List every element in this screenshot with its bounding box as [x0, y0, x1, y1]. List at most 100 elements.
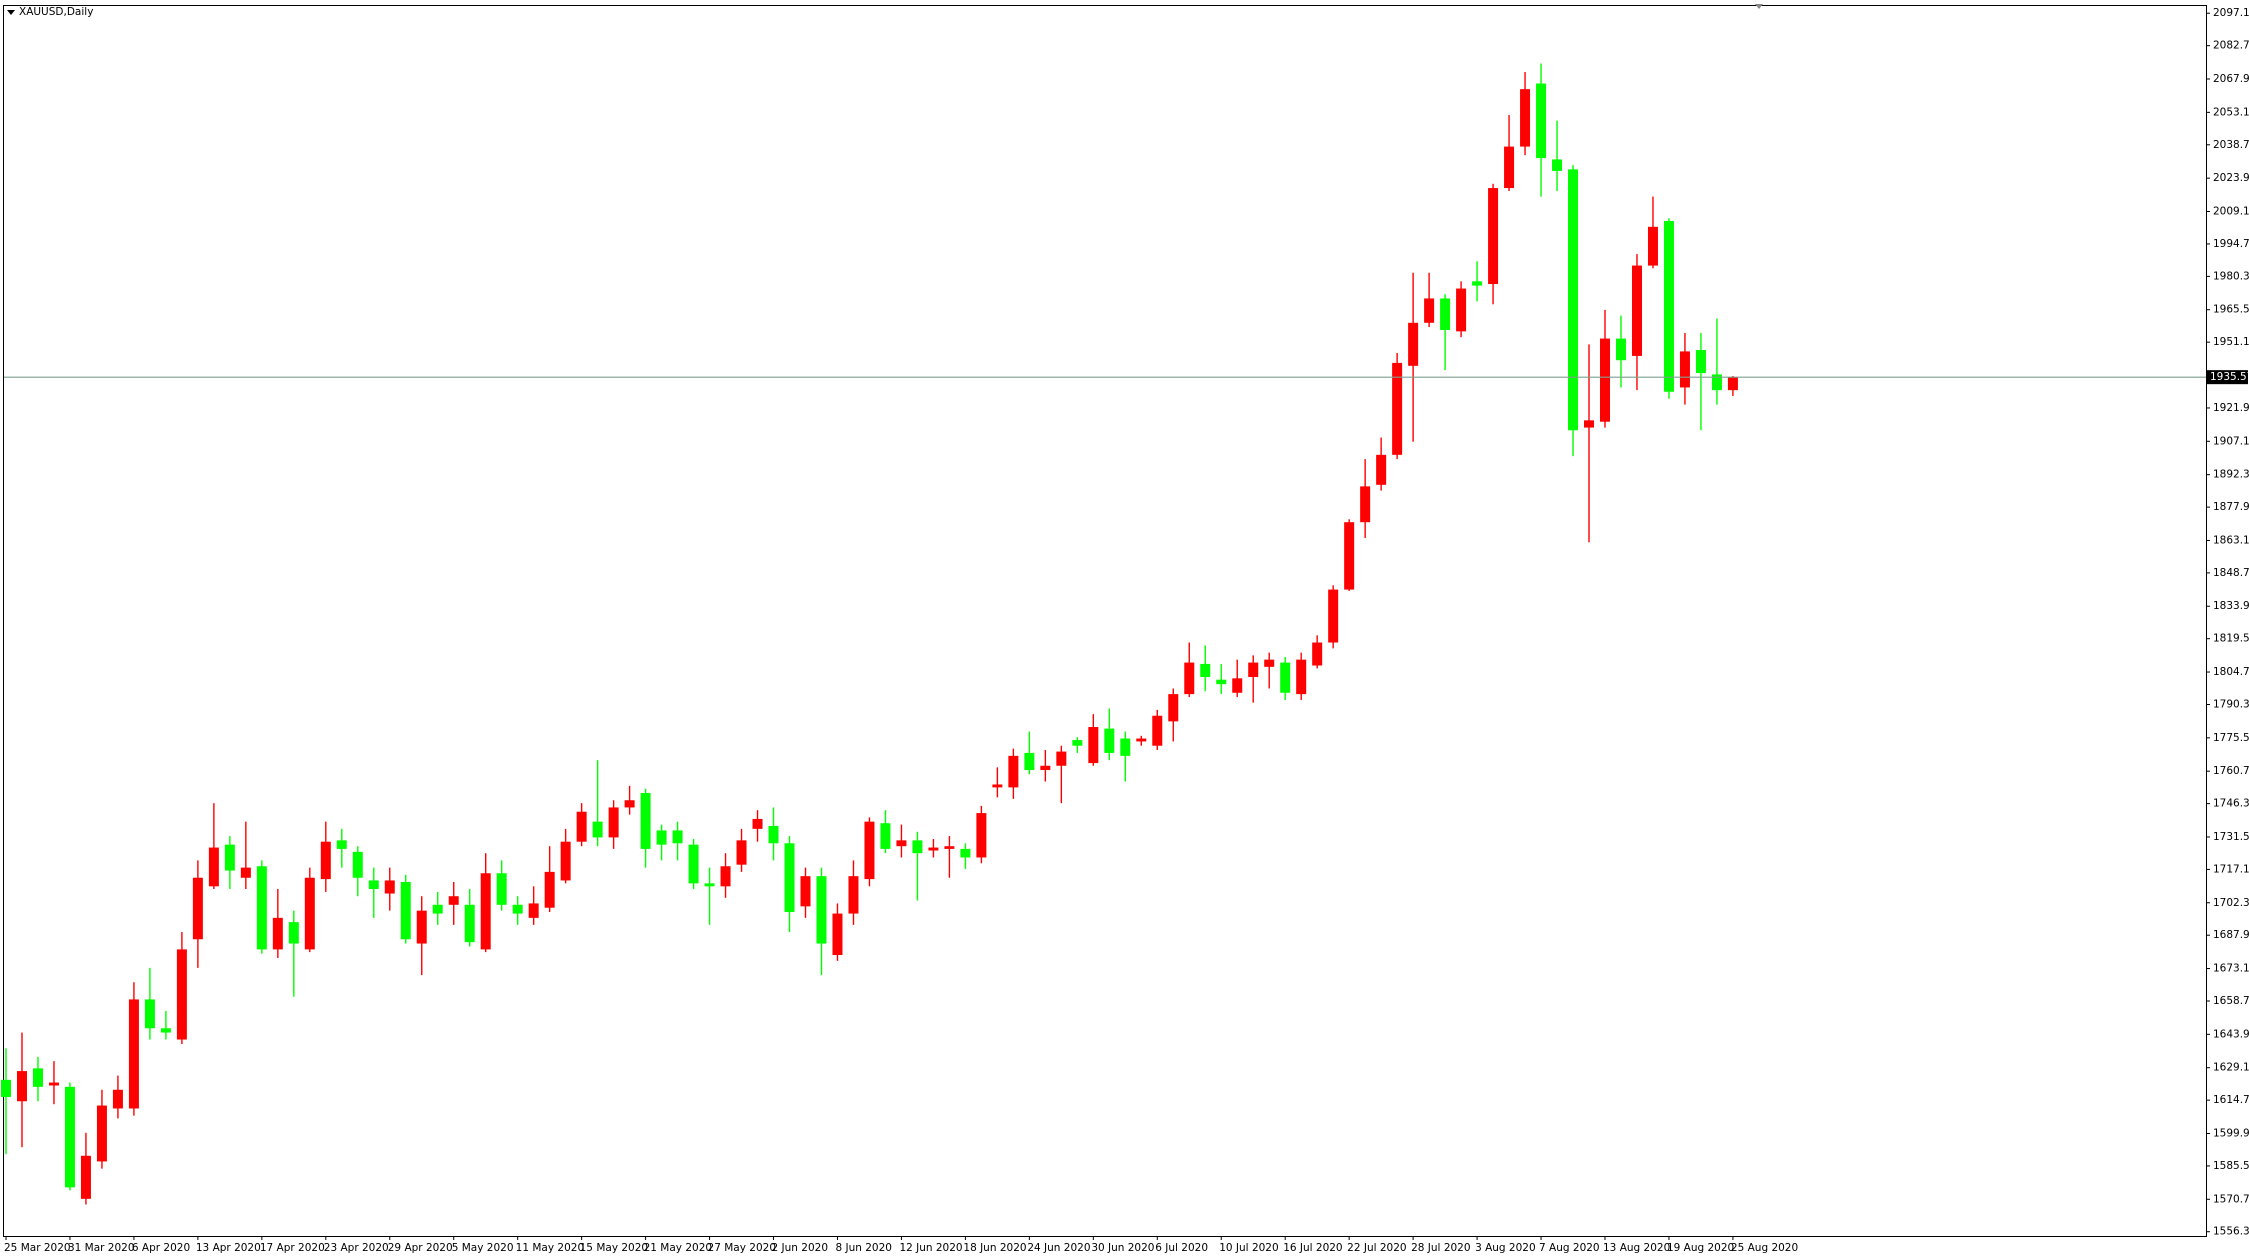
x-tick-label: 13 Aug 2020 — [1603, 1242, 1670, 1254]
candle-body — [1232, 678, 1243, 693]
candle-body — [656, 830, 667, 845]
candle-body — [592, 821, 603, 838]
x-tick-label: 15 May 2020 — [580, 1242, 648, 1254]
candle-body — [1024, 752, 1035, 771]
candle-body — [96, 1105, 107, 1162]
y-tick-label: 1673.10 — [2213, 963, 2249, 975]
y-tick-label: 1629.10 — [2213, 1062, 2249, 1074]
menu-arrow[interactable] — [7, 10, 15, 15]
candle-body — [608, 807, 619, 838]
candle-body — [1584, 420, 1595, 428]
candle-body — [1120, 738, 1131, 756]
shift-marker — [1755, 4, 1763, 9]
candle-body — [1647, 226, 1658, 266]
y-tick-label: 1570.70 — [2213, 1193, 2249, 1205]
candle-body — [720, 866, 731, 887]
candle-body — [992, 784, 1003, 788]
candle-body — [1663, 220, 1674, 392]
candle-body — [64, 1086, 75, 1188]
candle-body — [240, 867, 251, 878]
x-tick-label: 28 Jul 2020 — [1411, 1242, 1470, 1254]
candle-body — [1679, 351, 1690, 388]
candle-body — [880, 823, 891, 849]
y-tick-label: 1643.90 — [2213, 1028, 2249, 1040]
y-tick-label: 2038.70 — [2213, 139, 2249, 151]
candle-body — [80, 1155, 91, 1199]
candle-body — [544, 871, 555, 908]
candle-body — [1472, 281, 1483, 286]
current-price-box — [2207, 370, 2248, 385]
y-tick-label: 1585.50 — [2213, 1160, 2249, 1172]
x-tick-label: 27 May 2020 — [708, 1242, 776, 1254]
candle-body — [800, 876, 811, 907]
candle-body — [576, 811, 587, 842]
candle-body — [448, 896, 459, 905]
x-tick-label: 11 May 2020 — [516, 1242, 584, 1254]
candle-body — [864, 821, 875, 880]
y-tick-label: 1599.90 — [2213, 1127, 2249, 1139]
x-tick-label: 29 Apr 2020 — [388, 1242, 453, 1254]
candle-body — [496, 873, 507, 905]
candle-body — [512, 904, 523, 914]
y-tick-label: 1819.50 — [2213, 633, 2249, 645]
candle-body — [1695, 350, 1706, 374]
candle-body — [464, 904, 475, 943]
candle-body — [1615, 338, 1626, 361]
candle-body — [960, 848, 971, 858]
candle-body — [1184, 662, 1195, 695]
candle-body — [1152, 715, 1163, 746]
candle-body — [1727, 377, 1738, 391]
candle-body — [752, 818, 763, 829]
candle-body — [1200, 663, 1211, 677]
candle-body — [480, 873, 491, 950]
candle-body — [128, 999, 139, 1109]
candle-body — [1328, 589, 1339, 643]
candle-body — [288, 922, 299, 944]
candle-body — [1216, 679, 1227, 685]
candle-body — [1392, 362, 1403, 455]
y-tick-label: 1790.30 — [2213, 698, 2249, 710]
candle-body — [768, 825, 779, 844]
candle-body — [1008, 755, 1019, 788]
candle-body — [352, 851, 363, 878]
candle-body — [1088, 727, 1099, 764]
x-tick-label: 10 Jul 2020 — [1219, 1242, 1278, 1254]
candle-body — [144, 999, 155, 1029]
candle-body — [624, 800, 635, 808]
candle-body — [1360, 486, 1371, 523]
x-tick-label: 18 Jun 2020 — [963, 1242, 1026, 1254]
candle-body — [1631, 265, 1642, 356]
candle-body — [48, 1082, 59, 1086]
candle-body — [1296, 659, 1307, 695]
candle-body — [672, 830, 683, 844]
candle-body — [336, 840, 347, 849]
x-tick-label: 22 Jul 2020 — [1347, 1242, 1406, 1254]
y-tick-label: 1951.10 — [2213, 336, 2249, 348]
candle-body — [976, 813, 987, 858]
candle-body — [1711, 374, 1722, 391]
candle-body — [320, 841, 331, 880]
candle-body — [816, 876, 827, 944]
y-tick-label: 2009.10 — [2213, 205, 2249, 217]
y-tick-label: 1980.30 — [2213, 270, 2249, 282]
x-tick-label: 2 Jun 2020 — [772, 1242, 828, 1254]
candle-body — [944, 846, 955, 849]
x-tick-label: 6 Jul 2020 — [1155, 1242, 1208, 1254]
candle-body — [432, 904, 443, 914]
x-tick-label: 25 Aug 2020 — [1731, 1242, 1798, 1254]
y-tick-label: 2067.90 — [2213, 73, 2249, 85]
candle-body — [688, 844, 699, 884]
y-tick-label: 1687.90 — [2213, 929, 2249, 941]
y-tick-label: 1746.30 — [2213, 798, 2249, 810]
candle-body — [704, 883, 715, 887]
x-tick-label: 13 Apr 2020 — [196, 1242, 261, 1254]
y-tick-label: 2097.10 — [2213, 7, 2249, 19]
candle-body — [1056, 751, 1067, 766]
y-tick-label: 2023.90 — [2213, 172, 2249, 184]
candle-body — [1104, 728, 1115, 753]
candle-body — [192, 877, 203, 940]
candle-body — [1440, 298, 1451, 331]
candle-body — [528, 903, 539, 918]
x-tick-label: 23 Apr 2020 — [324, 1242, 389, 1254]
